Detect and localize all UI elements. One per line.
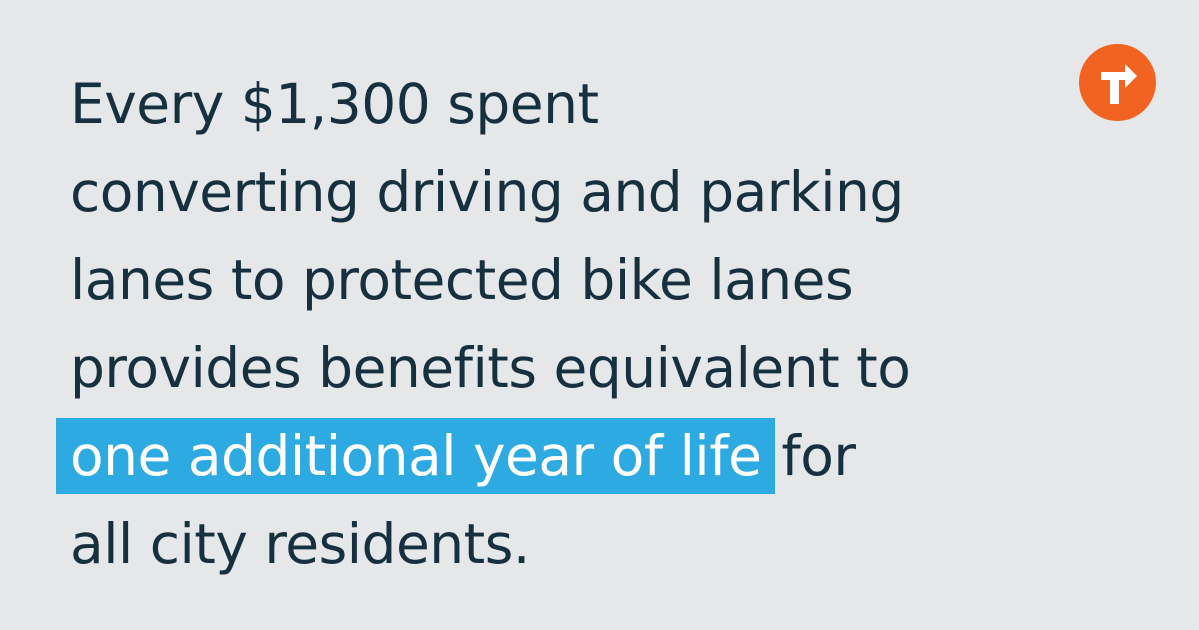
turn-arrow-logo-icon xyxy=(1079,44,1156,121)
headline-line-1: Every $1,300 spent xyxy=(70,72,599,136)
highlighted-phrase: one additional year of life xyxy=(56,418,776,494)
logo-glyph xyxy=(1101,64,1137,104)
headline: Every $1,300 spent converting driving an… xyxy=(56,60,1150,588)
headline-line-5-tail: for xyxy=(781,424,856,488)
headline-line-2: converting driving and parking xyxy=(70,160,904,224)
headline-line-4: provides benefits equivalent to xyxy=(70,336,911,400)
headline-line-5: one additional year of life for xyxy=(56,412,1150,500)
headline-line-3: lanes to protected bike lanes xyxy=(70,248,854,312)
headline-line-6: all city residents. xyxy=(70,512,530,576)
